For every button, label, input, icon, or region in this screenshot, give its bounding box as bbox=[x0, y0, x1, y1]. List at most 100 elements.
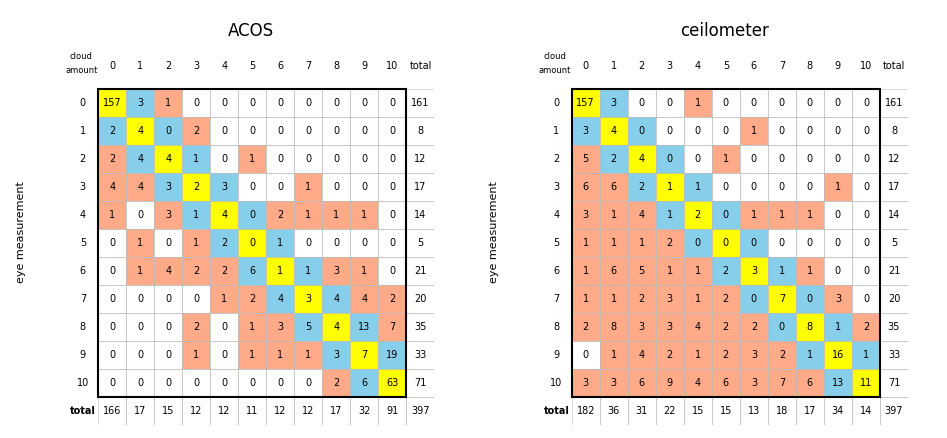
Bar bbox=[684, 229, 712, 257]
Bar bbox=[740, 173, 768, 201]
Bar bbox=[740, 397, 768, 425]
Text: total: total bbox=[544, 406, 569, 416]
Bar bbox=[126, 173, 154, 201]
Bar bbox=[712, 369, 740, 397]
Text: 3: 3 bbox=[165, 210, 171, 220]
Bar bbox=[628, 145, 656, 173]
Text: 0: 0 bbox=[389, 210, 396, 220]
Text: 0: 0 bbox=[109, 322, 116, 332]
Bar bbox=[98, 88, 126, 117]
Bar bbox=[183, 88, 210, 117]
Bar bbox=[656, 285, 684, 313]
Bar bbox=[656, 145, 684, 173]
Text: 3: 3 bbox=[305, 294, 312, 304]
Bar bbox=[572, 341, 599, 369]
Text: 2: 2 bbox=[638, 61, 645, 71]
Text: 0: 0 bbox=[193, 98, 200, 108]
Text: 0: 0 bbox=[109, 294, 116, 304]
Text: 15: 15 bbox=[691, 406, 704, 416]
Bar bbox=[126, 257, 154, 285]
Bar bbox=[599, 397, 628, 425]
Bar bbox=[684, 201, 712, 229]
Bar bbox=[852, 313, 880, 341]
Text: 2: 2 bbox=[667, 238, 673, 248]
Text: 0: 0 bbox=[695, 238, 701, 248]
Bar bbox=[628, 201, 656, 229]
Text: 0: 0 bbox=[389, 238, 396, 248]
Text: 1: 1 bbox=[137, 266, 143, 276]
Bar bbox=[824, 229, 852, 257]
Text: 1: 1 bbox=[667, 210, 673, 220]
Text: 7: 7 bbox=[80, 294, 86, 304]
Text: 0: 0 bbox=[638, 126, 645, 136]
Bar bbox=[183, 313, 210, 341]
Bar bbox=[824, 341, 852, 369]
Bar bbox=[599, 173, 628, 201]
Bar bbox=[795, 397, 824, 425]
Bar bbox=[183, 313, 210, 341]
Bar bbox=[712, 229, 740, 257]
Text: 1: 1 bbox=[638, 238, 645, 248]
Bar bbox=[684, 285, 712, 313]
Bar bbox=[852, 397, 880, 425]
Bar bbox=[599, 313, 628, 341]
Text: 0: 0 bbox=[667, 126, 673, 136]
Text: 0: 0 bbox=[582, 350, 589, 360]
Text: 1: 1 bbox=[695, 294, 701, 304]
Text: 1: 1 bbox=[611, 350, 616, 360]
Bar bbox=[656, 257, 684, 285]
Bar bbox=[824, 88, 852, 117]
Bar bbox=[684, 117, 712, 145]
Bar bbox=[656, 88, 684, 117]
Text: 0: 0 bbox=[305, 154, 312, 164]
Text: 4: 4 bbox=[695, 322, 701, 332]
Text: 2: 2 bbox=[638, 182, 645, 192]
Bar bbox=[406, 201, 435, 229]
Text: 4: 4 bbox=[611, 126, 616, 136]
Bar bbox=[266, 285, 295, 313]
Bar bbox=[712, 229, 740, 257]
Bar bbox=[599, 341, 628, 369]
Bar bbox=[183, 229, 210, 257]
Text: 11: 11 bbox=[860, 378, 872, 388]
Bar bbox=[126, 117, 154, 145]
Text: 0: 0 bbox=[389, 266, 396, 276]
Bar bbox=[183, 257, 210, 285]
Bar bbox=[126, 313, 154, 341]
Text: 3: 3 bbox=[333, 266, 339, 276]
Text: 4: 4 bbox=[165, 154, 171, 164]
Bar bbox=[572, 285, 599, 313]
Bar bbox=[852, 341, 880, 369]
Bar bbox=[740, 257, 768, 285]
Bar bbox=[852, 201, 880, 229]
Bar bbox=[98, 145, 126, 173]
Bar bbox=[740, 313, 768, 341]
Bar bbox=[154, 117, 183, 145]
Text: total: total bbox=[409, 61, 432, 71]
Bar bbox=[795, 229, 824, 257]
Bar bbox=[266, 229, 295, 257]
Text: 1: 1 bbox=[249, 154, 256, 164]
Text: 1: 1 bbox=[362, 266, 367, 276]
Text: 4: 4 bbox=[362, 294, 367, 304]
Bar bbox=[656, 341, 684, 369]
Bar bbox=[656, 173, 684, 201]
Bar bbox=[126, 285, 154, 313]
Text: 1: 1 bbox=[137, 238, 143, 248]
Bar bbox=[628, 117, 656, 145]
Text: 1: 1 bbox=[277, 266, 283, 276]
Text: 3: 3 bbox=[611, 378, 616, 388]
Text: 0: 0 bbox=[723, 210, 729, 220]
Bar bbox=[795, 285, 824, 313]
Text: 1: 1 bbox=[611, 238, 616, 248]
Bar bbox=[628, 173, 656, 201]
Bar bbox=[628, 117, 656, 145]
Text: 2: 2 bbox=[193, 322, 200, 332]
Bar bbox=[210, 285, 239, 313]
Bar bbox=[768, 285, 795, 313]
Text: 0: 0 bbox=[863, 210, 869, 220]
Bar bbox=[768, 369, 795, 397]
Text: 6: 6 bbox=[582, 182, 589, 192]
Bar bbox=[183, 117, 210, 145]
Bar bbox=[154, 257, 183, 285]
